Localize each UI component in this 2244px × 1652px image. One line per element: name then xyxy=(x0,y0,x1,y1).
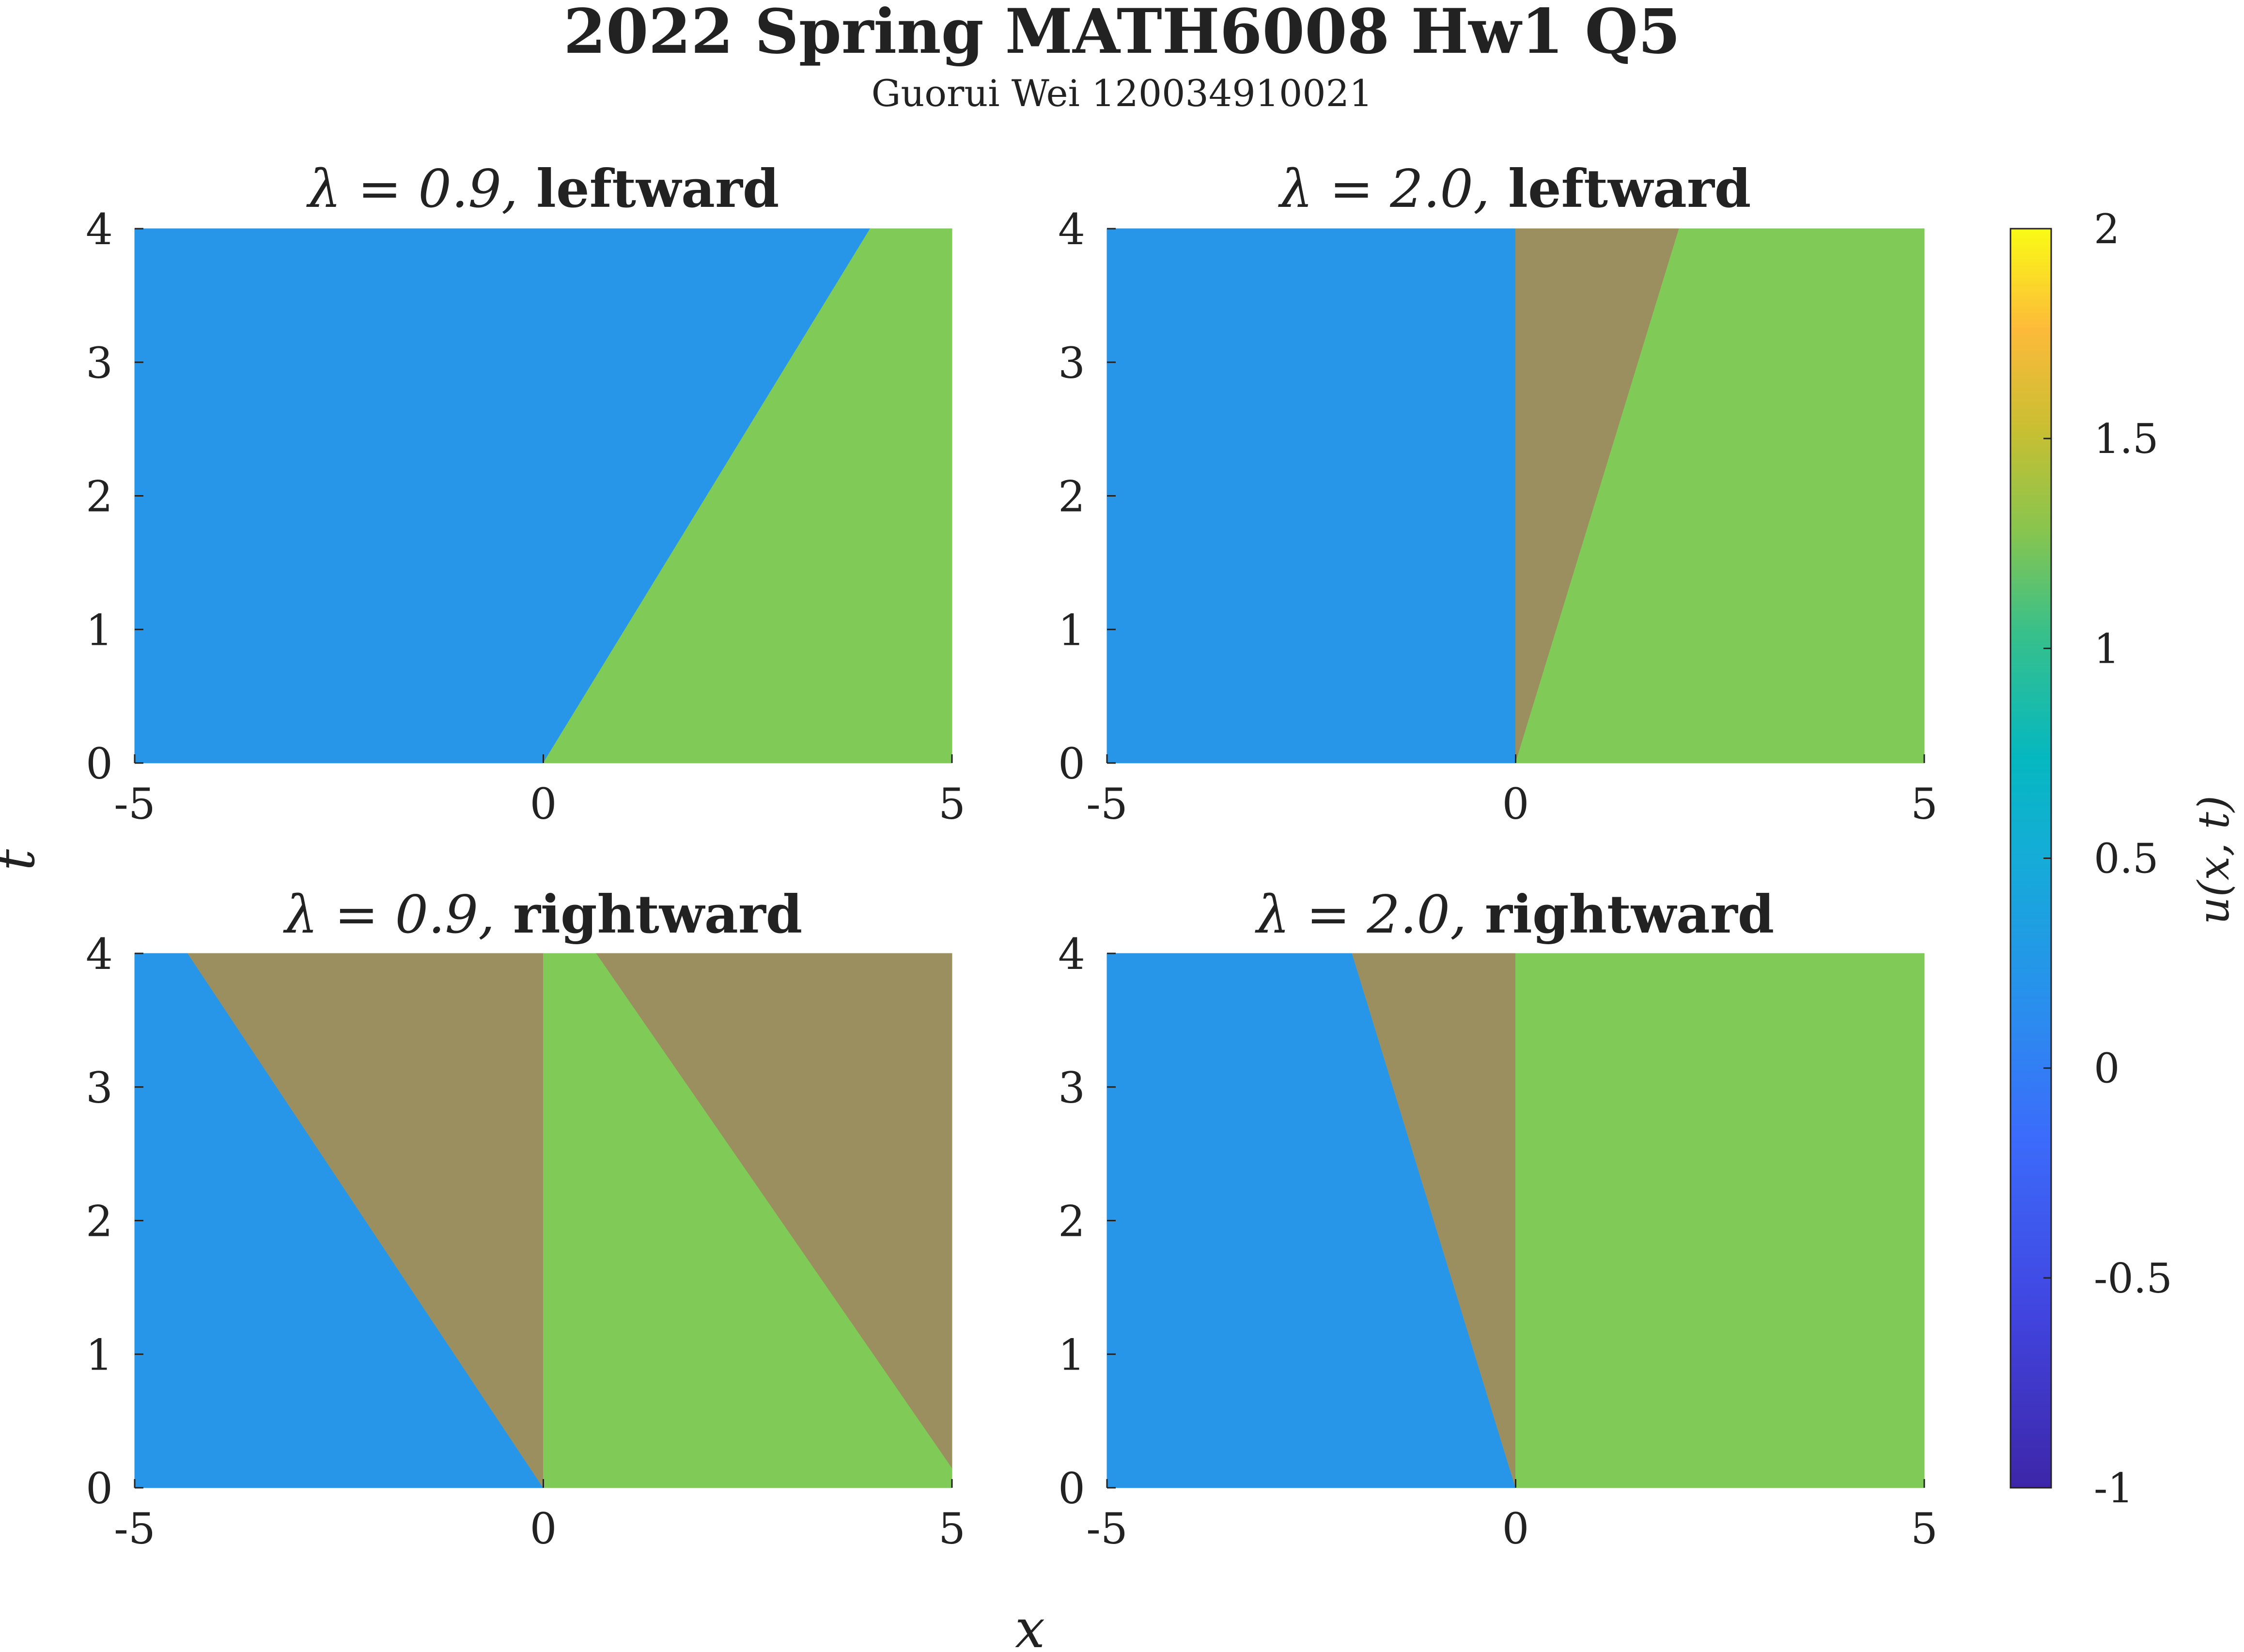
x-tick-label: 5 xyxy=(938,779,966,829)
y-tick-label: 2 xyxy=(1058,1197,1085,1247)
colorbar-label: u(x, t) xyxy=(2189,795,2239,924)
colorbar-tick-label: 2 xyxy=(2094,205,2119,253)
region-u-1 xyxy=(1515,228,1925,764)
panel-title-direction: leftward xyxy=(1490,158,1751,219)
y-tick-label: 3 xyxy=(1058,338,1085,388)
y-tick-label: 1 xyxy=(86,605,113,655)
x-tick-label: 5 xyxy=(1911,1504,1938,1554)
region-u-mixed xyxy=(596,953,952,1469)
x-axis-label: x xyxy=(1015,1598,1045,1652)
panel-title-direction: rightward xyxy=(1466,884,1775,945)
colorbar: -1 -0.5 0 0.5 1 1.5 2 u(x, t) xyxy=(2010,205,2239,1512)
region-u-0 xyxy=(1106,228,1516,764)
y-tick-label: 4 xyxy=(1058,204,1085,254)
y-tick-label: 4 xyxy=(1058,929,1085,979)
x-tick-label: 5 xyxy=(1911,779,1938,829)
y-tick-label: 2 xyxy=(86,472,113,522)
region-u-1 xyxy=(543,228,952,764)
panel-title-bottom-left: λ = 0.9, rightward xyxy=(285,886,803,944)
figure-subtitle: Guorui Wei 120034910021 xyxy=(871,72,1373,115)
panel-title-top-left: λ = 0.9, leftward xyxy=(308,160,779,218)
panel-title-lambda: λ = 0.9, xyxy=(284,885,495,945)
y-tick-label: 0 xyxy=(86,1464,113,1513)
y-tick-label: 3 xyxy=(1058,1063,1085,1113)
y-tick-label: 0 xyxy=(1058,1464,1085,1513)
x-tick-label: 0 xyxy=(530,1504,557,1554)
panel-title-direction: leftward xyxy=(518,158,779,219)
colorbar-tick-label: 0.5 xyxy=(2094,835,2159,883)
figure-title: 2022 Spring MATH6008 Hw1 Q5 xyxy=(563,0,1681,67)
x-tick-label: 0 xyxy=(1502,779,1529,829)
x-tick-label: -5 xyxy=(114,1504,156,1554)
y-tick-label: 1 xyxy=(86,1330,113,1380)
x-tick-label: -5 xyxy=(1086,779,1128,829)
x-tick-label: -5 xyxy=(114,779,156,829)
panel-title-direction: rightward xyxy=(495,884,803,945)
panel-title-lambda: λ = 2.0, xyxy=(1256,885,1467,945)
colorbar-tick-label: 0 xyxy=(2094,1045,2119,1092)
colorbar-tick-label: -1 xyxy=(2094,1465,2134,1512)
y-tick-label: 0 xyxy=(86,739,113,789)
colorbar-tick-label: -0.5 xyxy=(2094,1255,2172,1302)
panel-title-lambda: λ = 0.9, xyxy=(308,159,518,219)
y-tick-label: 1 xyxy=(1058,1330,1085,1380)
y-tick-label: 3 xyxy=(86,1063,113,1113)
x-tick-label: 0 xyxy=(1502,1504,1529,1554)
y-tick-label: 3 xyxy=(86,338,113,388)
region-u-1 xyxy=(1515,953,1925,1488)
x-tick-label: 0 xyxy=(530,779,557,829)
colorbar-tick-label: 1.5 xyxy=(2094,415,2159,463)
panel-title-bottom-right: λ = 2.0, rightward xyxy=(1257,886,1775,944)
y-tick-label: 4 xyxy=(86,929,113,979)
y-tick-label: 2 xyxy=(1058,472,1085,522)
panel-title-lambda: λ = 2.0, xyxy=(1279,159,1490,219)
y-tick-label: 4 xyxy=(86,204,113,254)
panel-title-top-right: λ = 2.0, leftward xyxy=(1280,160,1751,218)
y-tick-label: 1 xyxy=(1058,605,1085,655)
y-tick-label: 0 xyxy=(1058,739,1085,789)
colorbar-tick-label: 1 xyxy=(2094,625,2119,672)
y-tick-label: 2 xyxy=(86,1197,113,1247)
y-axis-label: t xyxy=(0,849,47,871)
x-tick-label: 5 xyxy=(938,1504,966,1554)
x-tick-label: -5 xyxy=(1086,1504,1128,1554)
